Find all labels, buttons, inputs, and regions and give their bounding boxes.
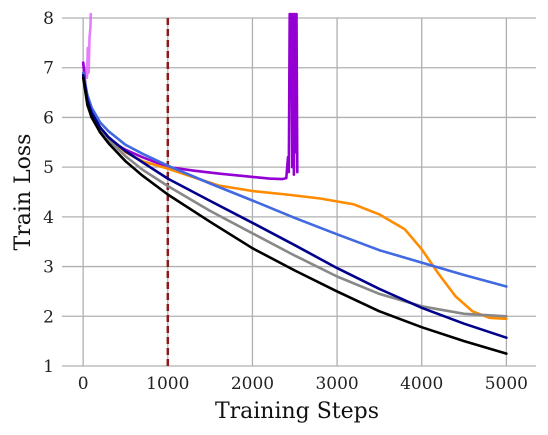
- x-tick-label-4: 4000: [400, 374, 443, 394]
- y-tick-labels: 1 2 3 4 5 6 7 8: [43, 9, 54, 377]
- series-line-1: [81, 12, 299, 181]
- x-tick-labels: 0 1000 2000 3000 4000 5000: [78, 374, 528, 394]
- series-line-6: [81, 76, 508, 355]
- x-tick-label-3: 3000: [315, 374, 358, 394]
- y-axis-title: Train Loss: [11, 134, 36, 251]
- y-tick-label-7: 8: [43, 9, 54, 29]
- y-tick-label-0: 1: [43, 357, 54, 377]
- x-axis-title: Training Steps: [215, 399, 379, 424]
- x-tick-label-1: 1000: [146, 374, 189, 394]
- y-tick-label-3: 4: [43, 208, 54, 228]
- x-tick-label-5: 5000: [485, 374, 528, 394]
- series-line-5: [81, 73, 508, 339]
- x-tick-label-2: 2000: [231, 374, 274, 394]
- series-layer: [81, 12, 508, 355]
- y-tick-label-2: 3: [43, 258, 54, 278]
- x-tick-label-0: 0: [78, 374, 89, 394]
- y-tick-label-4: 5: [43, 158, 54, 178]
- y-tick-label-6: 7: [43, 59, 54, 79]
- series-line-3: [81, 71, 508, 288]
- y-tick-label-1: 2: [43, 307, 54, 327]
- y-tick-label-5: 6: [43, 108, 54, 128]
